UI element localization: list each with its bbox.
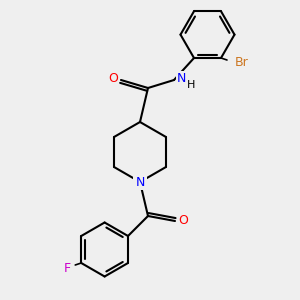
Text: H: H [187, 80, 195, 90]
Text: O: O [108, 71, 118, 85]
Text: F: F [64, 262, 71, 275]
Text: Br: Br [235, 56, 249, 68]
Text: N: N [177, 73, 186, 85]
Text: O: O [178, 214, 188, 227]
Text: N: N [135, 176, 145, 188]
